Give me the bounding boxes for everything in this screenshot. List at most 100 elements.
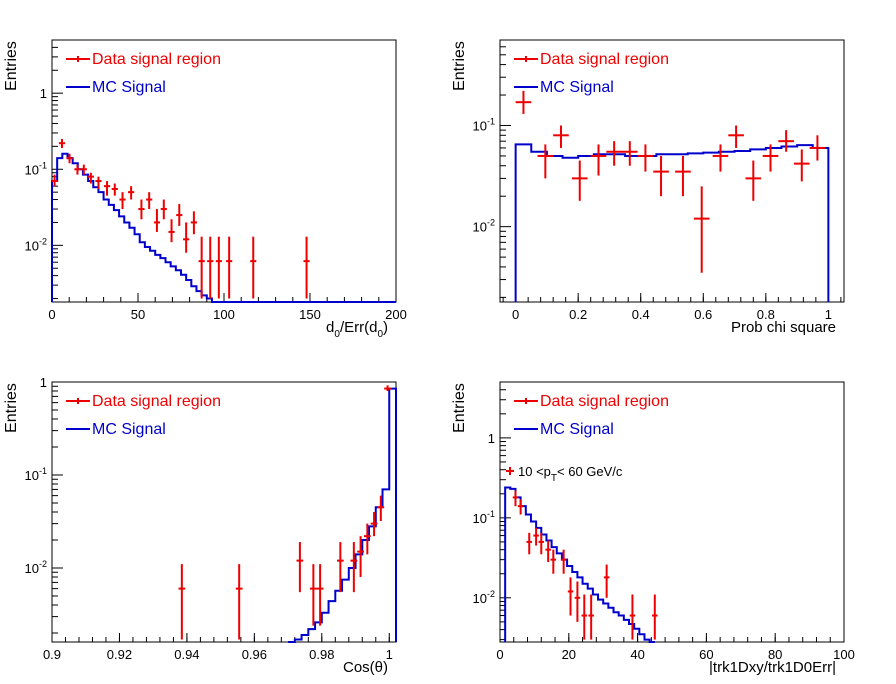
legend: Data signal region MC Signal [514, 51, 669, 96]
y-tick-label: 10-1 [25, 160, 47, 177]
x-tick-label: 0 [512, 307, 519, 322]
data-point [675, 155, 691, 197]
x-axis-label: |trk1Dxy/trk1D0Err| [709, 659, 836, 676]
mc-signal-histogram [51, 152, 396, 303]
data-point [571, 160, 588, 201]
data-point [176, 203, 183, 226]
data-point [377, 495, 385, 522]
x-tick-label: 0 [48, 307, 55, 322]
data-point [250, 236, 257, 299]
x-tick-label: 100 [213, 307, 235, 322]
mc-signal-histogram [504, 486, 655, 643]
data-point [515, 90, 532, 114]
x-axis-label: Cos(θ) [343, 659, 388, 676]
data-point [370, 512, 378, 537]
data-point [178, 564, 186, 640]
mc-signal-histogram [514, 143, 830, 302]
data-point [363, 523, 371, 555]
x-tick-label: 0.2 [569, 307, 587, 322]
x-tick-label: 0 [496, 647, 503, 662]
data-point [581, 594, 588, 640]
data-point [588, 594, 594, 640]
data-point [512, 490, 519, 507]
data-point [545, 540, 551, 563]
x-tick-label: 20 [562, 647, 576, 662]
data-point [74, 164, 81, 175]
y-tick-label: 10-2 [25, 559, 47, 576]
data-point [793, 149, 810, 182]
y-tick-label: 1 [488, 431, 495, 446]
data-point [168, 219, 175, 243]
x-axis-label: d0/Err(d0) [326, 319, 388, 340]
data-point [66, 153, 73, 164]
x-tick-label: 150 [299, 307, 321, 322]
data-point [809, 135, 826, 161]
cut-annotation: 10 <pT< 60 GeV/c [506, 464, 623, 484]
y-tick-label: 10-1 [473, 116, 495, 133]
legend-data-label: Data signal region [540, 393, 669, 410]
data-point [728, 125, 744, 148]
data-point [526, 532, 532, 555]
legend-data-label: Data signal region [92, 51, 221, 68]
data-point [574, 581, 581, 622]
x-tick-label: 0.96 [242, 647, 267, 662]
x-tick-label: 0.4 [632, 307, 650, 322]
data-point [190, 211, 197, 235]
data-point [606, 141, 622, 166]
legend-mc-label: MC Signal [540, 421, 614, 438]
x-tick-label: 0.94 [174, 647, 199, 662]
y-axis-label: Entries [3, 383, 20, 433]
legend-mc-label: MC Signal [540, 79, 614, 96]
plot-frame [499, 39, 845, 303]
data-point [560, 549, 567, 574]
y-tick-label: 1 [40, 375, 47, 390]
data-point [316, 564, 324, 626]
x-tick-label: 0.8 [757, 307, 775, 322]
data-point [745, 160, 762, 201]
data-point [51, 174, 58, 187]
data-point [95, 176, 102, 190]
data-point [198, 236, 205, 299]
data-point [603, 564, 610, 598]
data-point [183, 222, 190, 253]
y-tick-label: 1 [40, 86, 47, 101]
data-point [652, 594, 658, 640]
data-point [80, 164, 87, 175]
legend: Data signal region MC Signal [514, 393, 669, 438]
data-point [215, 236, 222, 299]
legend-mc-label: MC Signal [92, 79, 166, 96]
data-point [153, 209, 161, 232]
plot-frame [499, 381, 845, 643]
mc-signal-histogram [288, 387, 397, 643]
x-tick-label: 50 [131, 307, 145, 322]
x-tick-label: 40 [630, 647, 644, 662]
data-point [87, 172, 94, 184]
chart-panel-br: 0 20 40 60 80 100 10-2 10-1 1 Entries |trk1Dxy/trk… [451, 381, 855, 676]
data-point [103, 181, 111, 196]
y-axis-label: Entries [451, 41, 468, 91]
data-point [517, 499, 524, 515]
data-point [310, 564, 317, 626]
x-tick-label: 0.9 [43, 647, 61, 662]
data-point [693, 186, 710, 273]
data-point [58, 138, 66, 149]
chart-panel-bl: 0.9 0.92 0.94 0.96 0.98 1 10-2 10-1 1 Entries Cos(… [3, 375, 397, 676]
data-point [533, 527, 539, 546]
data-point [567, 577, 574, 616]
data-point [207, 236, 214, 299]
data-point [629, 594, 636, 640]
legend-data-label: Data signal region [540, 51, 669, 68]
data-point [111, 183, 118, 196]
data-point [712, 144, 729, 172]
data-point [128, 186, 135, 200]
x-tick-label: 80 [768, 647, 782, 662]
chart-panel-tl: 0 50 100 150 200 10-2 10-1 1 Entries d0/Err(d0) Da… [3, 39, 407, 340]
data-point [762, 144, 779, 172]
y-axis-label: Entries [451, 383, 468, 433]
data-point [550, 549, 557, 574]
data-point [537, 144, 554, 179]
legend-data-label: Data signal region [92, 393, 221, 410]
data-point [637, 144, 654, 172]
data-point [296, 542, 304, 593]
